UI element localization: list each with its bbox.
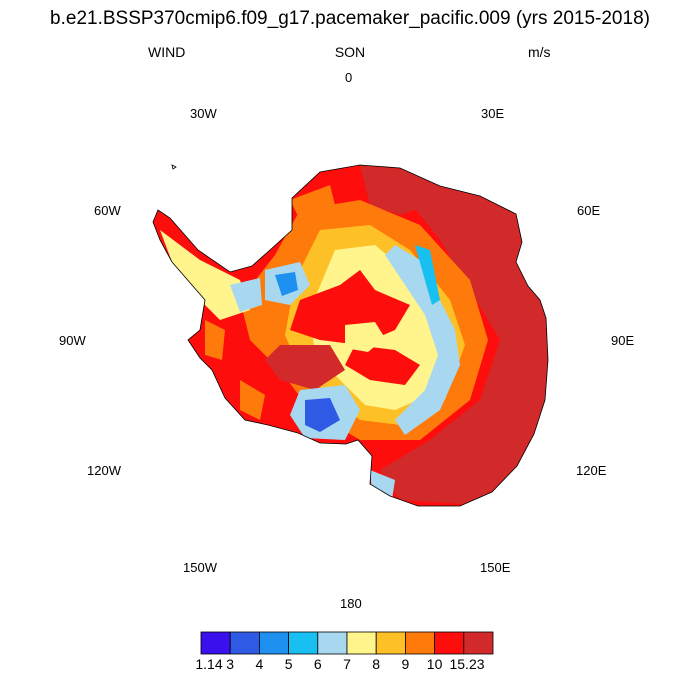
colorbar-swatch	[200, 631, 231, 655]
antarctica-coastline	[152, 164, 549, 507]
lon-label-90w: 90W	[59, 333, 86, 348]
colorbar-label: 15.23	[449, 656, 485, 672]
variable-label: WIND	[148, 44, 186, 60]
lon-label-30w: 30W	[190, 106, 217, 121]
colorbar-label: 1.14	[195, 656, 223, 672]
wind-channel-east-core	[415, 245, 440, 305]
lon-label-120w: 120W	[87, 463, 121, 478]
colorbar-swatch	[434, 631, 465, 655]
colorbar	[200, 631, 494, 655]
lon-label-120e: 120E	[576, 463, 607, 478]
wind-channel-east	[385, 245, 460, 435]
season-label: SON	[334, 44, 366, 60]
colorbar-label: 5	[284, 656, 293, 672]
units-label: m/s	[528, 44, 551, 60]
lon-label-150e: 150E	[480, 560, 511, 575]
island-outline	[171, 164, 177, 170]
lon-label-30e: 30E	[481, 106, 505, 121]
wind-central-red-south	[345, 345, 420, 385]
colorbar-label: 9	[401, 656, 410, 672]
colorbar-label: 7	[343, 656, 351, 672]
wind-west-pocket-core	[275, 272, 298, 296]
wind-ross-shelf-core	[305, 398, 340, 432]
colorbar-swatch	[404, 631, 435, 655]
wind-east-high	[380, 165, 548, 505]
wind-central-red	[290, 270, 410, 345]
colorbar-swatch	[346, 631, 377, 655]
lon-label-60e: 60E	[577, 203, 601, 218]
lon-label-0: 0	[345, 70, 353, 85]
lon-label-150w: 150W	[183, 560, 217, 575]
colorbar-swatch	[463, 631, 494, 655]
colorbar-label: 3	[226, 656, 235, 672]
wind-peninsula-pocket	[230, 278, 262, 312]
lon-label-90e: 90E	[611, 333, 635, 348]
wind-field	[153, 165, 548, 506]
colorbar-swatch	[288, 631, 319, 655]
lon-label-60w: 60W	[94, 203, 121, 218]
map-title: b.e21.BSSP370cmip6.f09_g17.pacemaker_pac…	[50, 8, 650, 29]
colorbar-swatch	[375, 631, 406, 655]
wind-north-lobe	[360, 165, 430, 215]
colorbar-swatch	[259, 631, 290, 655]
colorbar-label: 8	[372, 656, 381, 672]
colorbar-swatch	[229, 631, 260, 655]
wind-weddell-orange	[290, 185, 335, 220]
wind-marie-byrd-orange	[240, 380, 265, 420]
colorbar-label: 4	[255, 656, 264, 672]
wind-center-core	[345, 322, 385, 352]
lon-label-180: 180	[340, 596, 362, 611]
wind-peninsula	[160, 230, 250, 320]
wind-ross-ridge	[265, 345, 345, 390]
colorbar-swatch	[317, 631, 348, 655]
colorbar-label: 10	[426, 656, 443, 672]
colorbar-label: 6	[313, 656, 322, 672]
wind-amundsen-orange	[205, 320, 225, 360]
